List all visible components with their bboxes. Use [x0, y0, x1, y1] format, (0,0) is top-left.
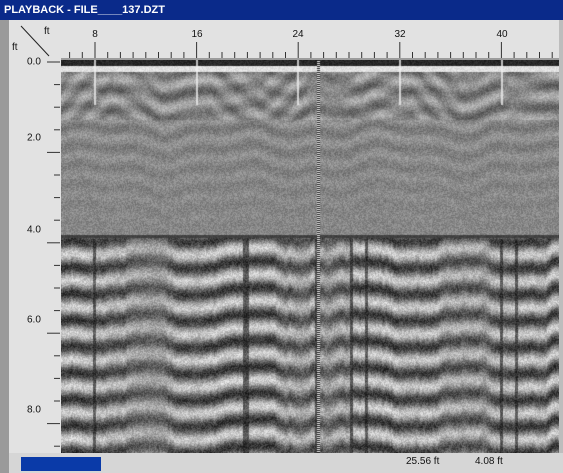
horizontal-position-readout: 25.56 ft [406, 456, 440, 467]
vertical-ruler-ticks [47, 61, 60, 447]
horizontal-ruler-ticks [61, 42, 559, 60]
depth-position-readout: 4.08 ft [475, 456, 503, 467]
y-tick-label-2: 2.0 [27, 132, 41, 144]
playback-progress-bar [21, 457, 101, 471]
y-tick-label-0: 0.0 [27, 56, 41, 68]
status-bar: 25.56 ft 4.08 ft [9, 453, 563, 473]
y-tick-label-4: 4.0 [27, 224, 41, 236]
horizontal-ruler: 8 16 24 32 40 [61, 20, 559, 60]
y-tick-label-6: 6.0 [27, 314, 41, 326]
left-frame-edge [0, 20, 9, 473]
ruler-corner: ft ft [9, 20, 61, 60]
y-unit-label: ft [12, 42, 18, 53]
radargram-view[interactable] [61, 60, 559, 453]
x-tick-label-24: 24 [292, 29, 304, 40]
vertical-ruler: 0.0 2.0 4.0 6.0 8.0 [9, 56, 61, 453]
y-tick-label-8: 8.0 [27, 404, 41, 416]
x-tick-label-8: 8 [92, 29, 98, 40]
x-tick-label-16: 16 [191, 29, 203, 40]
window-title: PLAYBACK - FILE____137.DZT [0, 0, 563, 20]
ruler-corner-diagonal [20, 25, 50, 57]
x-unit-label: ft [44, 26, 50, 37]
x-tick-label-32: 32 [394, 29, 406, 40]
right-frame-edge [559, 20, 563, 473]
x-tick-label-40: 40 [496, 29, 508, 40]
